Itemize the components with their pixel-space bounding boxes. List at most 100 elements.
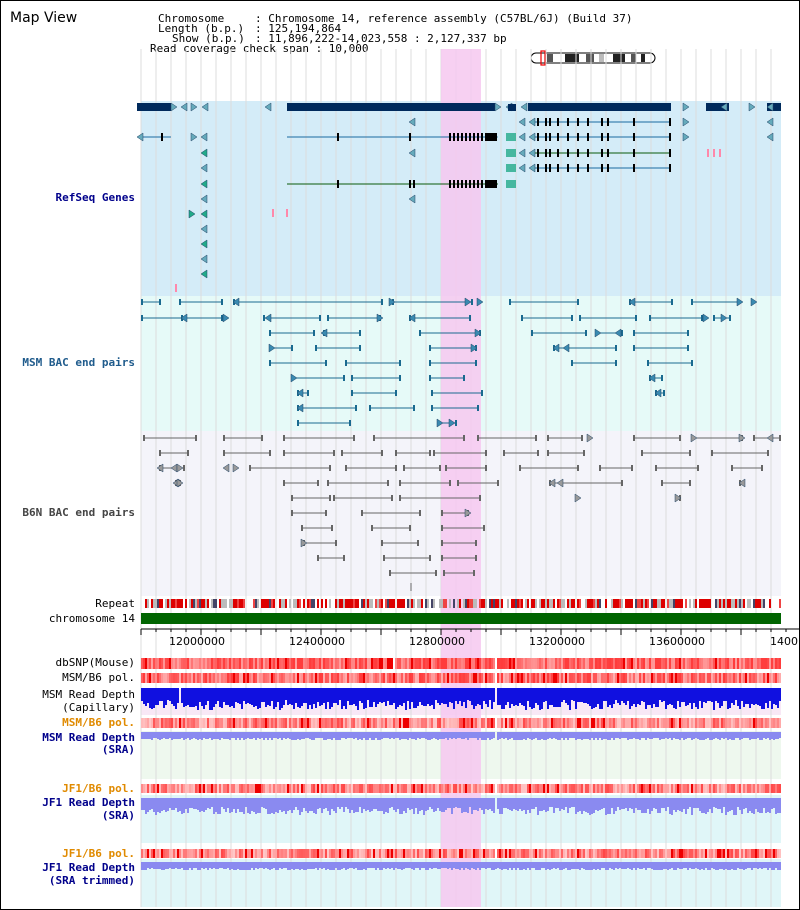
depth-bar (639, 688, 641, 705)
heat-cell (411, 718, 413, 728)
heat-cell (571, 849, 573, 858)
depth-bar (353, 798, 355, 813)
depth-bar (231, 862, 233, 869)
heat-cell (241, 849, 243, 858)
heat-cell (359, 718, 361, 728)
depth-bar (325, 862, 327, 870)
heat-cell (251, 658, 253, 669)
repeat-mark (203, 599, 205, 608)
heat-cell (655, 658, 657, 669)
heat-cell (159, 658, 161, 669)
heat-cell (373, 673, 375, 683)
bac-end (701, 315, 703, 321)
depth-bar (445, 688, 447, 704)
heat-cell (701, 673, 703, 683)
heat-cell (369, 658, 371, 669)
gene-exon (577, 118, 579, 126)
heat-cell (579, 849, 581, 858)
heat-cell (323, 784, 325, 793)
b6n-bac-pair (333, 495, 393, 501)
depth-bar (497, 798, 499, 809)
heat-cell (311, 673, 313, 683)
heat-cell (561, 673, 563, 683)
heat-cell (709, 673, 711, 683)
heat-cell (181, 673, 183, 683)
depth-bar (215, 688, 217, 704)
repeat-mark (631, 599, 633, 608)
depth-bar (479, 732, 481, 738)
depth-bar (437, 862, 439, 869)
heat-cell (187, 784, 189, 793)
depth-bar (543, 732, 545, 740)
repeat-mark (329, 599, 331, 608)
heat-cell (753, 784, 755, 793)
heat-cell (657, 849, 659, 858)
heat-cell (577, 849, 579, 858)
msm-bac-pair (633, 345, 689, 351)
bac-end (329, 465, 331, 471)
heat-cell (507, 784, 509, 793)
chromosome-ideogram[interactable] (530, 50, 656, 66)
heat-cell (153, 718, 155, 728)
heat-cell (347, 658, 349, 669)
depth-bar (665, 732, 667, 738)
depth-bar (503, 862, 505, 869)
repeat-mark (661, 599, 663, 608)
heat-cell (559, 673, 561, 683)
repeat-mark (213, 599, 215, 608)
bac-end (475, 540, 477, 546)
b6n-bac-pair (633, 435, 681, 441)
heat-cell (167, 718, 169, 728)
repeat-mark (309, 599, 311, 608)
heat-cell (779, 658, 781, 669)
heat-cell (391, 849, 393, 858)
heat-cell (659, 784, 661, 793)
depth-bar (349, 862, 351, 868)
depth-bar (159, 688, 161, 701)
depth-bar (159, 732, 161, 740)
heat-cell (707, 784, 709, 793)
repeat-mark (625, 599, 627, 608)
depth-bar (269, 688, 271, 706)
bac-end (419, 510, 421, 516)
heat-cell (553, 784, 555, 793)
heat-cell (561, 718, 563, 728)
heat-cell (585, 718, 587, 728)
refseq-gene (531, 149, 671, 157)
repeat-mark (485, 599, 487, 608)
depth-bar (687, 732, 689, 738)
depth-bar (493, 732, 495, 738)
depth-bar (325, 732, 327, 740)
heat-cell (583, 673, 585, 683)
depth-bar (345, 862, 347, 870)
depth-bar (479, 798, 481, 808)
heat-cell (639, 718, 641, 728)
heat-cell (205, 658, 207, 669)
heat-cell (235, 658, 237, 669)
b6n-bac-pair (223, 450, 271, 456)
heat-cell (349, 673, 351, 683)
depth-bar (365, 862, 367, 870)
depth-bar (259, 688, 261, 708)
bac-end (691, 299, 693, 305)
heat-cell (509, 658, 511, 669)
repeat-mark (409, 599, 411, 608)
heat-cell (161, 718, 163, 728)
heat-cell (231, 784, 233, 793)
heat-cell (555, 849, 557, 858)
depth-bar (581, 732, 583, 740)
depth-bar (293, 798, 295, 810)
heat-cell (585, 784, 587, 793)
bac-end (431, 405, 433, 411)
depth-bar (733, 688, 735, 705)
depth-bar (199, 798, 201, 812)
depth-bar (543, 688, 545, 702)
repeat-mark (739, 599, 741, 608)
heat-cell (531, 849, 533, 858)
depth-bar (381, 862, 383, 870)
depth-bar (437, 688, 439, 703)
heat-cell (287, 718, 289, 728)
heat-cell (693, 849, 695, 858)
depth-bar (457, 732, 459, 738)
depth-bar (267, 862, 269, 869)
